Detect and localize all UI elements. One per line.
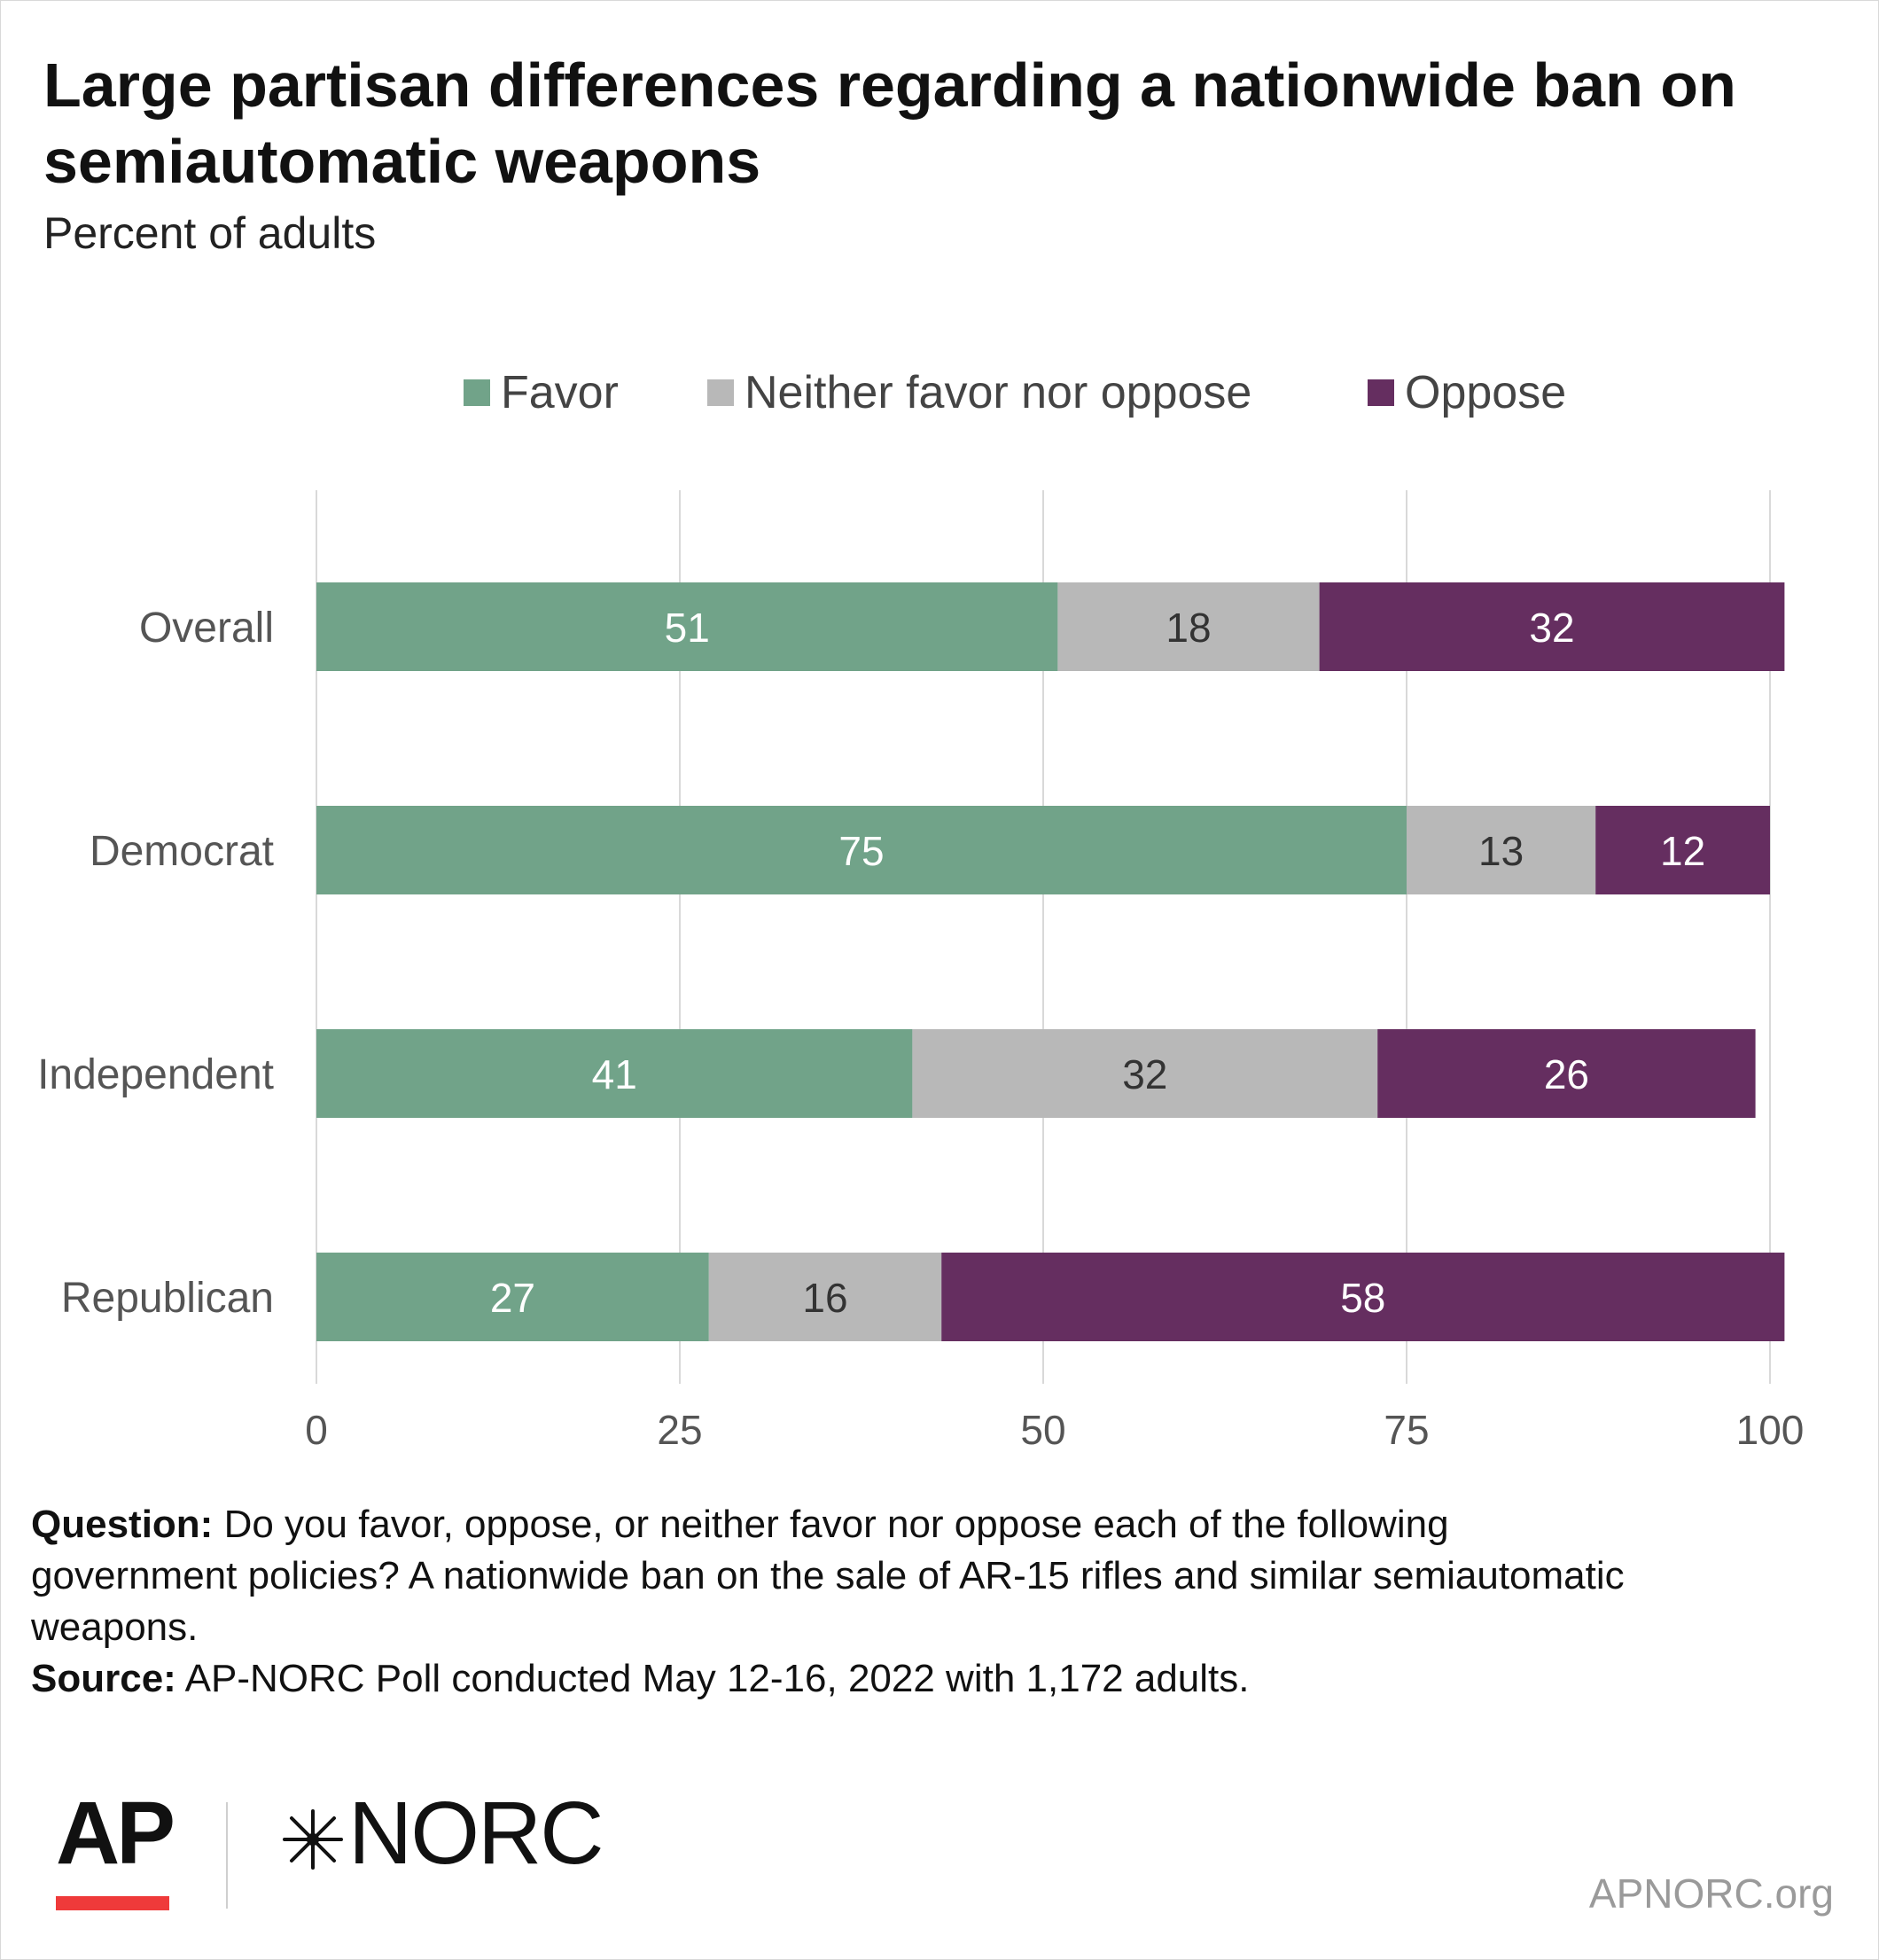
site-url: APNORC.org <box>1588 1870 1834 1917</box>
bar-segment-favor <box>316 1029 913 1118</box>
source-note: Source: AP-NORC Poll conducted May 12-16… <box>31 1653 1626 1705</box>
legend-label-favor: Favor <box>501 367 619 418</box>
source-text: AP-NORC Poll conducted May 12-16, 2022 w… <box>184 1657 1250 1700</box>
legend-label-oppose: Oppose <box>1405 367 1567 418</box>
category-label: Overall <box>139 605 274 652</box>
legend-label-neither: Neither favor nor oppose <box>745 367 1252 418</box>
bar-segment-favor <box>316 1253 709 1341</box>
data-label: 32 <box>1529 605 1574 651</box>
x-tick-label: 75 <box>1384 1407 1429 1453</box>
bar-segment-neither-favor-nor-oppose <box>708 1253 942 1341</box>
legend-swatch-favor <box>464 379 490 406</box>
legend-swatch-neither <box>707 379 734 406</box>
data-label: 13 <box>1478 828 1524 874</box>
bar-segment-favor <box>316 582 1058 671</box>
data-label: 41 <box>592 1051 637 1097</box>
legend-swatch-oppose <box>1368 379 1394 406</box>
data-label: 16 <box>802 1275 847 1321</box>
legend-item-favor: Favor <box>464 357 619 428</box>
category-label: Independent <box>37 1051 274 1098</box>
bar-segment-oppose <box>1377 1029 1756 1118</box>
x-tick-label: 50 <box>1020 1407 1065 1453</box>
chart-footer: Question: Do you favor, oppose, or neith… <box>31 1499 1626 1705</box>
bar-segment-oppose <box>1595 806 1770 894</box>
data-label: 18 <box>1166 605 1211 651</box>
ap-logo-underline <box>56 1896 169 1910</box>
bar-segment-favor <box>316 806 1407 894</box>
question-note: Question: Do you favor, oppose, or neith… <box>31 1499 1626 1653</box>
legend-item-neither: Neither favor nor oppose <box>707 357 1251 428</box>
data-label: 75 <box>838 828 884 874</box>
category-label: Democrat <box>90 828 274 875</box>
data-label: 27 <box>490 1275 535 1321</box>
x-tick-label: 25 <box>657 1407 702 1453</box>
chart-subtitle: Percent of adults <box>43 208 377 258</box>
norc-star-icon <box>283 1809 343 1870</box>
data-label: 26 <box>1544 1051 1589 1097</box>
x-tick-label: 0 <box>305 1407 328 1453</box>
chart-legend: Favor Neither favor nor oppose Oppose <box>1 357 1878 428</box>
source-label: Source: <box>31 1657 176 1700</box>
norc-logo: NORC <box>348 1784 604 1883</box>
bar-segment-oppose <box>941 1253 1785 1341</box>
bar-segment-neither-favor-nor-oppose <box>1057 582 1320 671</box>
logo-divider <box>226 1802 228 1909</box>
bar-segment-oppose <box>1319 582 1785 671</box>
legend-item-oppose: Oppose <box>1368 357 1566 428</box>
chart-title: Large partisan differences regarding a n… <box>43 51 1736 196</box>
question-label: Question: <box>31 1503 214 1546</box>
question-text: Do you favor, oppose, or neither favor n… <box>31 1503 1625 1649</box>
bar-segment-neither-favor-nor-oppose <box>912 1029 1378 1118</box>
data-label: 32 <box>1122 1051 1167 1097</box>
ap-logo: AP <box>56 1784 175 1883</box>
data-label: 12 <box>1660 828 1705 874</box>
data-label: 51 <box>665 605 710 651</box>
category-label: Republican <box>61 1275 274 1322</box>
bar-segment-neither-favor-nor-oppose <box>1407 806 1596 894</box>
data-label: 58 <box>1340 1275 1385 1321</box>
x-tick-label: 100 <box>1736 1407 1805 1453</box>
stacked-bar-chart: 0 25 50 75 100 Overall 51 18 32 Democrat 75 13 12 Ind… <box>37 490 1805 1453</box>
